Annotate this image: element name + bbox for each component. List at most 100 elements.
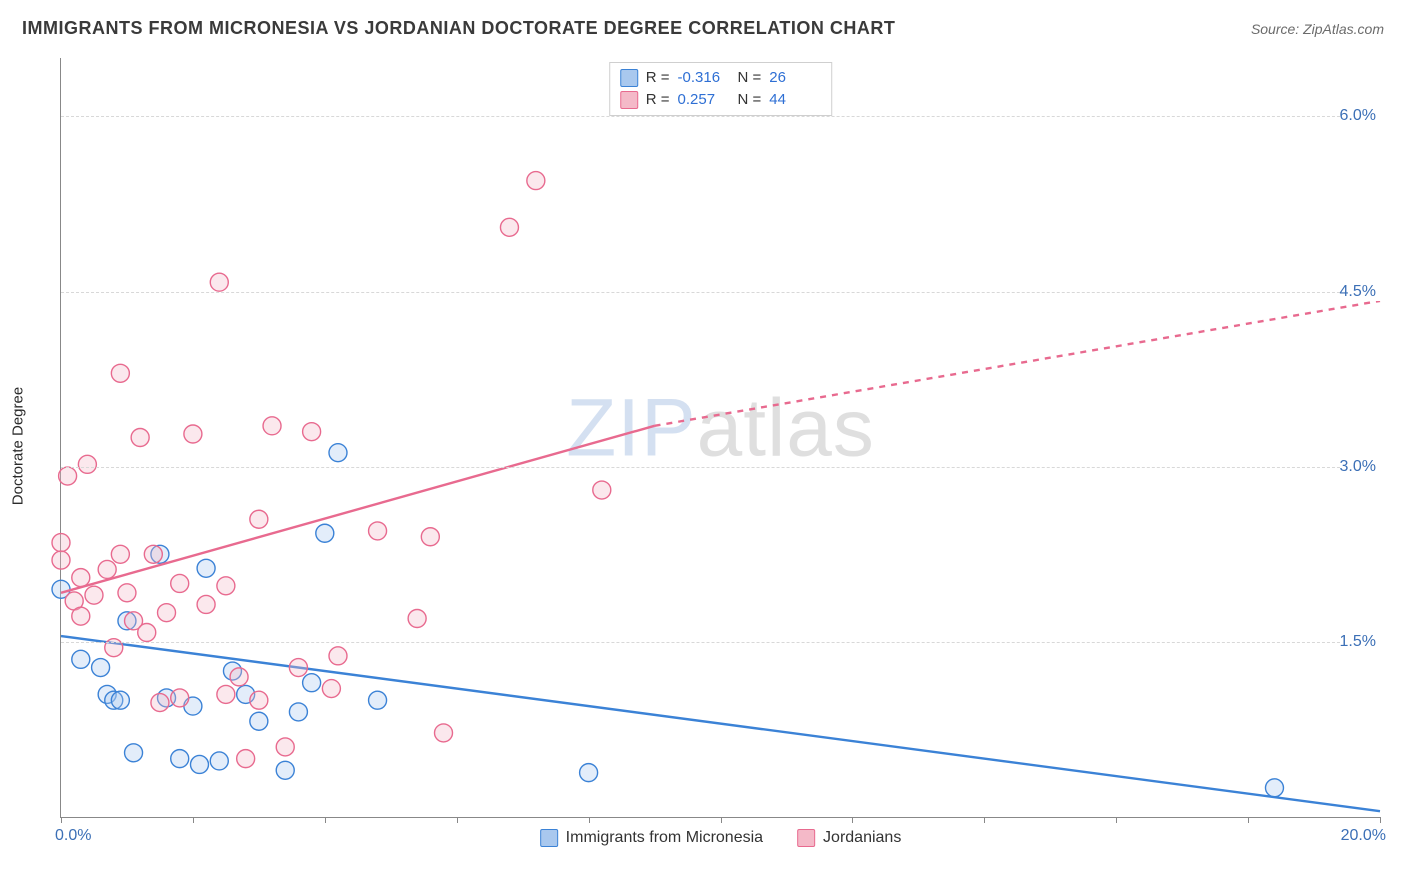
- scatter-point-micronesia: [250, 712, 268, 730]
- scatter-point-jordanians: [184, 425, 202, 443]
- scatter-point-jordanians: [85, 586, 103, 604]
- x-tick: [852, 817, 853, 823]
- scatter-point-jordanians: [217, 577, 235, 595]
- n-value: 44: [769, 89, 821, 111]
- scatter-point-jordanians: [111, 364, 129, 382]
- scatter-point-jordanians: [118, 584, 136, 602]
- scatter-point-jordanians: [408, 609, 426, 627]
- scatter-point-micronesia: [289, 703, 307, 721]
- scatter-point-jordanians: [230, 668, 248, 686]
- scatter-point-jordanians: [171, 574, 189, 592]
- scatter-point-jordanians: [59, 467, 77, 485]
- scatter-point-jordanians: [52, 534, 70, 552]
- scatter-point-jordanians: [210, 273, 228, 291]
- legend-top: R = -0.316 N = 26R = 0.257 N = 44: [609, 62, 833, 116]
- gridline: [61, 292, 1380, 293]
- scatter-point-jordanians: [303, 423, 321, 441]
- source-name: ZipAtlas.com: [1303, 21, 1384, 37]
- scatter-point-micronesia: [111, 691, 129, 709]
- scatter-point-jordanians: [237, 750, 255, 768]
- source-credit: Source: ZipAtlas.com: [1251, 21, 1384, 37]
- scatter-point-micronesia: [369, 691, 387, 709]
- n-label: N =: [738, 89, 762, 111]
- scatter-point-micronesia: [171, 750, 189, 768]
- scatter-point-jordanians: [78, 455, 96, 473]
- x-tick: [1116, 817, 1117, 823]
- scatter-point-jordanians: [131, 429, 149, 447]
- r-label: R =: [646, 67, 670, 89]
- legend-swatch: [797, 829, 815, 847]
- scatter-point-micronesia: [125, 744, 143, 762]
- legend-bottom: Immigrants from Micronesia Jordanians: [540, 829, 902, 847]
- regression-line-jordanians: [61, 426, 655, 593]
- x-tick: [721, 817, 722, 823]
- scatter-point-jordanians: [435, 724, 453, 742]
- scatter-point-micronesia: [580, 764, 598, 782]
- x-tick: [325, 817, 326, 823]
- y-tick-label: 1.5%: [1340, 633, 1382, 651]
- scatter-point-jordanians: [593, 481, 611, 499]
- scatter-point-micronesia: [197, 559, 215, 577]
- scatter-point-micronesia: [72, 650, 90, 668]
- scatter-point-jordanians: [500, 218, 518, 236]
- scatter-point-micronesia: [303, 674, 321, 692]
- scatter-point-jordanians: [197, 595, 215, 613]
- scatter-point-jordanians: [144, 545, 162, 563]
- x-tick: [589, 817, 590, 823]
- scatter-point-micronesia: [316, 524, 334, 542]
- legend-item: Immigrants from Micronesia: [540, 829, 763, 847]
- legend-swatch: [540, 829, 558, 847]
- scatter-point-jordanians: [421, 528, 439, 546]
- y-tick-label: 3.0%: [1340, 458, 1382, 476]
- legend-top-row: R = 0.257 N = 44: [620, 89, 822, 111]
- scatter-point-micronesia: [329, 444, 347, 462]
- legend-label: Immigrants from Micronesia: [566, 829, 763, 847]
- legend-label: Jordanians: [823, 829, 901, 847]
- x-axis-end-label: 20.0%: [1341, 827, 1386, 845]
- scatter-point-jordanians: [263, 417, 281, 435]
- scatter-point-jordanians: [138, 624, 156, 642]
- chart-title: IMMIGRANTS FROM MICRONESIA VS JORDANIAN …: [22, 18, 895, 39]
- r-value: 0.257: [678, 89, 730, 111]
- scatter-point-jordanians: [329, 647, 347, 665]
- y-axis-label: Doctorate Degree: [10, 387, 27, 505]
- scatter-point-jordanians: [158, 604, 176, 622]
- scatter-point-jordanians: [276, 738, 294, 756]
- x-tick: [1380, 817, 1381, 823]
- x-tick: [61, 817, 62, 823]
- r-value: -0.316: [678, 67, 730, 89]
- gridline: [61, 116, 1380, 117]
- gridline: [61, 642, 1380, 643]
- legend-top-row: R =-0.316N =26: [620, 67, 822, 89]
- legend-swatch: [620, 91, 638, 109]
- scatter-point-micronesia: [1265, 779, 1283, 797]
- source-label: Source:: [1251, 21, 1299, 37]
- scatter-point-jordanians: [527, 172, 545, 190]
- scatter-point-jordanians: [250, 510, 268, 528]
- scatter-point-jordanians: [72, 569, 90, 587]
- x-axis-start-label: 0.0%: [55, 827, 91, 845]
- gridline: [61, 467, 1380, 468]
- scatter-point-jordanians: [72, 607, 90, 625]
- scatter-point-micronesia: [276, 761, 294, 779]
- scatter-point-jordanians: [52, 551, 70, 569]
- scatter-point-micronesia: [210, 752, 228, 770]
- scatter-point-jordanians: [111, 545, 129, 563]
- r-label: R =: [646, 89, 670, 111]
- y-tick-label: 6.0%: [1340, 107, 1382, 125]
- scatter-point-jordanians: [250, 691, 268, 709]
- x-tick: [457, 817, 458, 823]
- title-bar: IMMIGRANTS FROM MICRONESIA VS JORDANIAN …: [22, 18, 1384, 39]
- scatter-point-jordanians: [322, 680, 340, 698]
- x-tick: [1248, 817, 1249, 823]
- scatter-point-jordanians: [151, 694, 169, 712]
- scatter-point-micronesia: [190, 755, 208, 773]
- n-value: 26: [769, 67, 821, 89]
- scatter-point-jordanians: [171, 689, 189, 707]
- regression-line-dashed-jordanians: [655, 301, 1380, 426]
- plot-area: ZIPatlas R =-0.316N =26R =0.257N =44 0.0…: [60, 58, 1380, 818]
- scatter-point-micronesia: [92, 659, 110, 677]
- plot-svg: [61, 58, 1380, 817]
- x-tick: [984, 817, 985, 823]
- scatter-point-jordanians: [289, 659, 307, 677]
